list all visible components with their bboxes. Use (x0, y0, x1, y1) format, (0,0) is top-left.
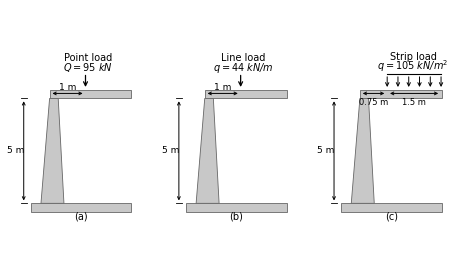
Text: 1.5 m: 1.5 m (402, 98, 426, 107)
Polygon shape (31, 203, 132, 212)
Text: 5 m: 5 m (162, 146, 180, 156)
Polygon shape (186, 203, 286, 212)
Text: (a): (a) (74, 211, 88, 221)
Text: 5 m: 5 m (7, 146, 24, 156)
Text: $q = 105$ kN/m$^2$: $q = 105$ kN/m$^2$ (377, 58, 449, 74)
Polygon shape (341, 203, 442, 212)
Text: 1 m: 1 m (59, 83, 76, 92)
Polygon shape (360, 90, 442, 99)
Text: 5 m: 5 m (317, 146, 335, 156)
Text: $Q = 95$ kN: $Q = 95$ kN (64, 61, 113, 74)
Text: $q = 44$ kN/m: $q = 44$ kN/m (213, 60, 274, 75)
Polygon shape (205, 90, 286, 99)
Text: Line load: Line load (221, 53, 266, 63)
Polygon shape (196, 99, 219, 203)
Polygon shape (351, 99, 374, 203)
Text: (c): (c) (385, 211, 398, 221)
Text: (b): (b) (229, 211, 243, 221)
Text: Strip load: Strip load (389, 52, 437, 62)
Polygon shape (50, 90, 132, 99)
Text: Point load: Point load (64, 53, 112, 63)
Text: 1 m: 1 m (214, 83, 231, 92)
Text: 0.75 m: 0.75 m (359, 98, 388, 107)
Polygon shape (41, 99, 64, 203)
